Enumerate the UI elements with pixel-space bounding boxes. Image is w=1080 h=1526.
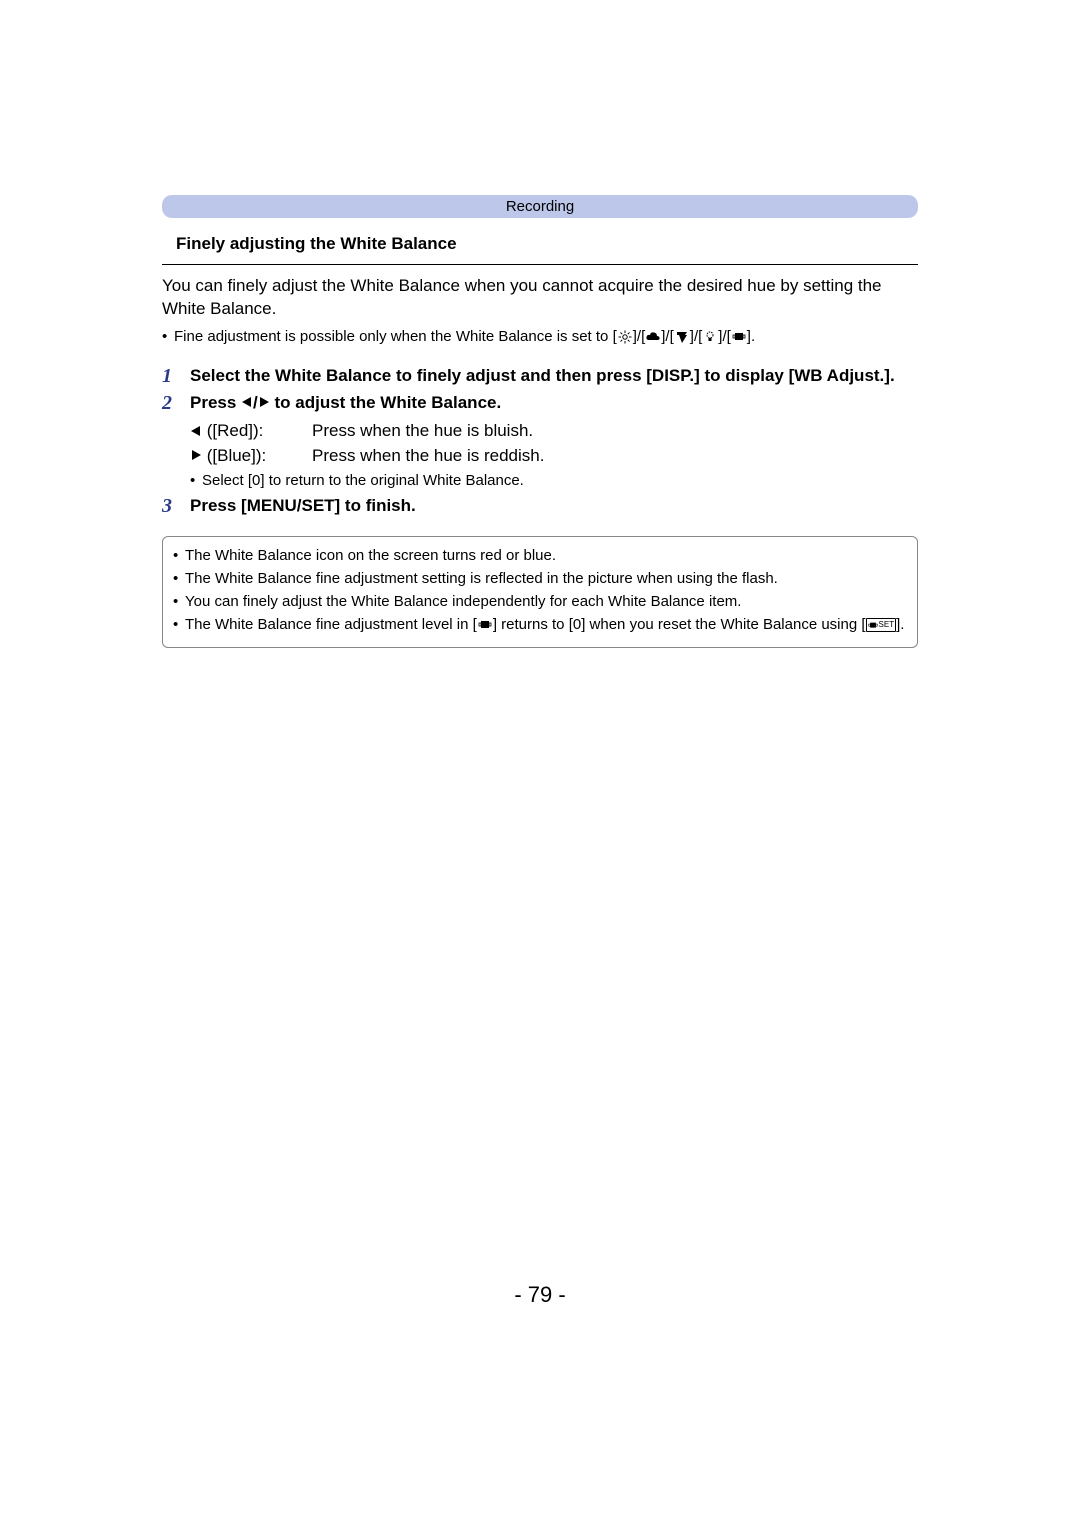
daylight-icon (617, 330, 633, 344)
fine-adjust-note: • Fine adjustment is possible only when … (162, 327, 918, 347)
adjust-row-red: ([Red]): Press when the hue is bluish. (190, 421, 918, 442)
step-suffix: to adjust the White Balance. (270, 393, 501, 412)
step-number: 1 (162, 365, 190, 388)
step-text: Select the White Balance to finely adjus… (190, 365, 918, 388)
separator: / (665, 328, 669, 345)
page-number: - 79 - (0, 1282, 1080, 1308)
step-text: Press [MENU/SET] to finish. (190, 495, 918, 518)
note-text: You can finely adjust the White Balance … (185, 591, 741, 612)
note-row: • You can finely adjust the White Balanc… (173, 591, 907, 612)
separator: / (722, 328, 726, 345)
note-row: • The White Balance fine adjustment leve… (173, 614, 907, 635)
note-text: Fine adjustment is possible only when th… (174, 327, 755, 347)
bullet-icon: • (162, 327, 174, 347)
notes-box: • The White Balance icon on the screen t… (162, 536, 918, 648)
whiteset-icon (477, 618, 493, 632)
note-text: The White Balance fine adjustment settin… (185, 568, 778, 589)
step-number: 2 (162, 392, 190, 415)
note-text: The White Balance icon on the screen tur… (185, 545, 556, 566)
left-arrow-icon (241, 392, 253, 415)
bullet-icon: • (173, 614, 185, 635)
step-1: 1 Select the White Balance to finely adj… (162, 365, 918, 388)
incandescent-icon (702, 330, 718, 344)
separator: / (694, 328, 698, 345)
intro-text: You can finely adjust the White Balance … (162, 275, 918, 321)
left-arrow-icon (190, 422, 202, 442)
chapter-header: Recording (162, 195, 918, 218)
note-prefix: Fine adjustment is possible only when th… (174, 328, 613, 345)
bullet-icon: • (173, 568, 185, 589)
step-prefix: Press (190, 393, 241, 412)
adjust-key: ([Blue]): (190, 446, 312, 467)
bullet-icon: • (173, 545, 185, 566)
step-2: 2 Press / to adjust the White Balance. (162, 392, 918, 415)
whiteset-set-icon: SET (866, 618, 897, 632)
note-suffix: . (900, 616, 904, 633)
shade-icon (674, 330, 690, 344)
step-number: 3 (162, 495, 190, 518)
section-title: Finely adjusting the White Balance (162, 232, 918, 265)
bullet-icon: • (190, 472, 202, 489)
right-arrow-icon (190, 446, 202, 466)
note-text: The White Balance fine adjustment level … (185, 614, 904, 635)
adjust-value: Press when the hue is bluish. (312, 421, 533, 442)
note-row: • The White Balance fine adjustment sett… (173, 568, 907, 589)
separator: / (637, 328, 641, 345)
whiteset-icon (731, 330, 747, 344)
adjust-value: Press when the hue is reddish. (312, 446, 544, 467)
step-text: Press / to adjust the White Balance. (190, 392, 918, 415)
adjust-directions: ([Red]): Press when the hue is bluish. (… (190, 421, 918, 466)
right-arrow-icon (258, 392, 270, 415)
page-content: Recording Finely adjusting the White Bal… (162, 195, 918, 648)
adjust-key-label: ([Blue]): (202, 446, 266, 465)
note-row: • The White Balance icon on the screen t… (173, 545, 907, 566)
adjust-key: ([Red]): (190, 421, 312, 442)
wb-icon-sequence: []/[]/[]/[]/[] (613, 328, 751, 345)
adjust-row-blue: ([Blue]): Press when the hue is reddish. (190, 446, 918, 467)
note-prefix: The White Balance fine adjustment level … (185, 616, 473, 633)
note-mid: returns to [0] when you reset the White … (497, 616, 861, 633)
adjust-key-label: ([Red]): (202, 421, 263, 440)
step-list: 1 Select the White Balance to finely adj… (162, 365, 918, 518)
step-subnote: • Select [0] to return to the original W… (190, 472, 918, 489)
note-suffix: . (751, 328, 755, 345)
subnote-text: Select [0] to return to the original Whi… (202, 472, 524, 489)
cloudy-icon (645, 330, 661, 344)
bullet-icon: • (173, 591, 185, 612)
step-3: 3 Press [MENU/SET] to finish. (162, 495, 918, 518)
